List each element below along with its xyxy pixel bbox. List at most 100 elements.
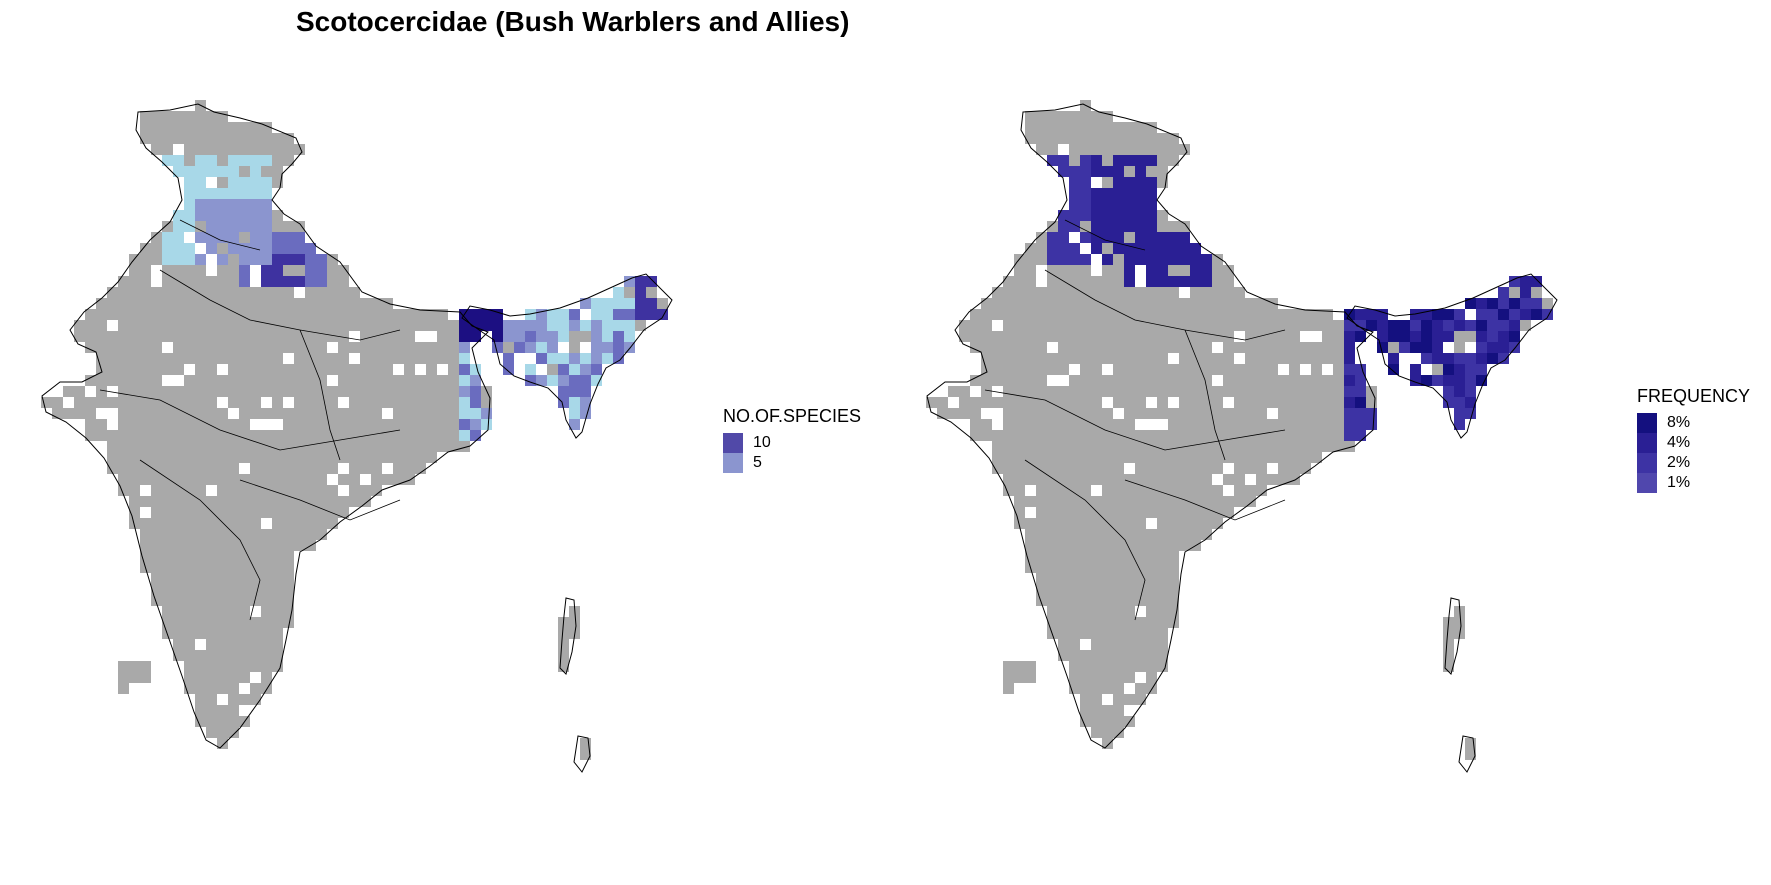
surveyed-cell (261, 573, 272, 584)
surveyed-cell (1278, 309, 1289, 320)
surveyed-cell (959, 397, 970, 408)
occupied-cell (173, 254, 184, 265)
occupied-cell (591, 375, 602, 386)
surveyed-cell (140, 298, 151, 309)
surveyed-cell (184, 683, 195, 694)
surveyed-cell (1102, 485, 1113, 496)
occupied-cell (1146, 188, 1157, 199)
surveyed-cell (228, 144, 239, 155)
surveyed-cell (1443, 628, 1454, 639)
surveyed-cell (1025, 364, 1036, 375)
surveyed-cell (1102, 672, 1113, 683)
surveyed-cell (1058, 298, 1069, 309)
surveyed-cell (1113, 683, 1124, 694)
surveyed-cell (1168, 265, 1179, 276)
surveyed-cell (1157, 518, 1168, 529)
surveyed-cell (239, 562, 250, 573)
surveyed-cell (129, 672, 140, 683)
occupied-cell (206, 166, 217, 177)
surveyed-cell (250, 529, 261, 540)
surveyed-cell (338, 364, 349, 375)
surveyed-cell (239, 408, 250, 419)
surveyed-cell (371, 463, 382, 474)
surveyed-cell (1113, 694, 1124, 705)
surveyed-cell (1069, 287, 1080, 298)
occupied-cell (459, 419, 470, 430)
occupied-cell (1355, 331, 1366, 342)
occupied-cell (228, 243, 239, 254)
surveyed-cell (118, 419, 129, 430)
occupied-cell (1113, 232, 1124, 243)
occupied-cell (492, 331, 503, 342)
surveyed-cell (184, 353, 195, 364)
surveyed-cell (151, 573, 162, 584)
surveyed-cell (1124, 166, 1135, 177)
surveyed-cell (283, 441, 294, 452)
occupied-cell (217, 232, 228, 243)
surveyed-cell (1223, 320, 1234, 331)
surveyed-cell (393, 441, 404, 452)
surveyed-cell (239, 419, 250, 430)
surveyed-cell (195, 342, 206, 353)
surveyed-cell (1289, 408, 1300, 419)
surveyed-cell (1047, 496, 1058, 507)
surveyed-cell (1168, 133, 1179, 144)
surveyed-cell (360, 342, 371, 353)
surveyed-cell (437, 375, 448, 386)
surveyed-cell (1058, 584, 1069, 595)
occupied-cell (1344, 419, 1355, 430)
surveyed-cell (1146, 496, 1157, 507)
surveyed-cell (1102, 122, 1113, 133)
surveyed-cell (272, 386, 283, 397)
surveyed-cell (1069, 265, 1080, 276)
surveyed-cell (327, 364, 338, 375)
surveyed-cell (1124, 232, 1135, 243)
surveyed-cell (1300, 397, 1311, 408)
surveyed-cell (239, 650, 250, 661)
surveyed-cell (1003, 298, 1014, 309)
surveyed-cell (1124, 496, 1135, 507)
surveyed-cell (1179, 386, 1190, 397)
surveyed-cell (118, 485, 129, 496)
surveyed-cell (1036, 133, 1047, 144)
surveyed-cell (283, 518, 294, 529)
surveyed-cell (1267, 441, 1278, 452)
state-boundary (159, 269, 401, 341)
surveyed-cell (217, 562, 228, 573)
surveyed-cell (1135, 309, 1146, 320)
surveyed-cell (184, 573, 195, 584)
surveyed-cell (118, 276, 129, 287)
surveyed-cell (360, 353, 371, 364)
surveyed-cell (305, 529, 316, 540)
surveyed-cell (173, 518, 184, 529)
occupied-cell (569, 419, 580, 430)
surveyed-cell (1058, 617, 1069, 628)
occupied-cell (591, 364, 602, 375)
surveyed-cell (1146, 287, 1157, 298)
occupied-cell (1135, 199, 1146, 210)
surveyed-cell (1146, 639, 1157, 650)
occupied-cell (195, 232, 206, 243)
occupied-cell (536, 375, 547, 386)
surveyed-cell (1014, 342, 1025, 353)
surveyed-cell (1080, 265, 1091, 276)
surveyed-cell (1080, 287, 1091, 298)
surveyed-cell (1102, 320, 1113, 331)
surveyed-cell (85, 430, 96, 441)
surveyed-cell (195, 661, 206, 672)
surveyed-cell (1069, 133, 1080, 144)
surveyed-cell (1278, 397, 1289, 408)
surveyed-cell (107, 452, 118, 463)
surveyed-cell (1157, 452, 1168, 463)
surveyed-cell (1289, 342, 1300, 353)
occupied-cell (1410, 331, 1421, 342)
surveyed-cell (1190, 342, 1201, 353)
surveyed-cell (1003, 386, 1014, 397)
surveyed-cell (140, 540, 151, 551)
surveyed-cell (272, 617, 283, 628)
occupied-cell (503, 353, 514, 364)
occupied-cell (250, 188, 261, 199)
surveyed-cell (1124, 408, 1135, 419)
surveyed-cell (1157, 342, 1168, 353)
surveyed-cell (1201, 419, 1212, 430)
